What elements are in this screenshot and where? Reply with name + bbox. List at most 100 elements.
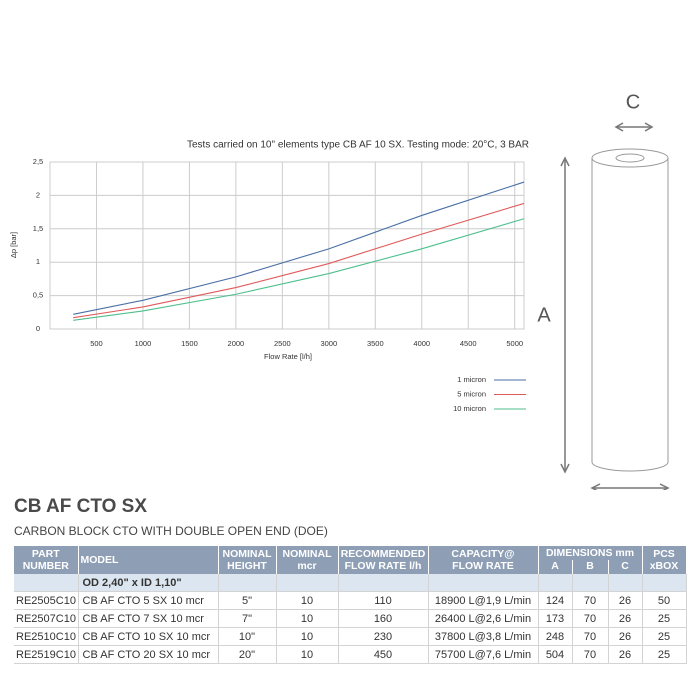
table-cell: 70 xyxy=(572,645,609,664)
group-cell xyxy=(276,574,339,592)
table-cell: 173 xyxy=(538,609,573,628)
chart: Tests carried on 10" elements type CB AF… xyxy=(9,91,670,490)
y-tick-label: 0,5 xyxy=(33,291,43,300)
cylinder-diagram xyxy=(560,122,670,490)
group-cell xyxy=(572,574,609,592)
x-tick-label: 4000 xyxy=(413,339,430,348)
table-cell: 26 xyxy=(608,609,643,628)
table-row: RE2507C10 CB AF CTO 7 SX 10 mcr 7" 10 160 264… xyxy=(14,609,687,628)
group-cell xyxy=(538,574,573,592)
table-cell: 25 xyxy=(642,645,687,664)
table-cell: CB AF CTO 10 SX 10 mcr xyxy=(78,627,219,646)
table-cell: 26 xyxy=(608,645,643,664)
x-tick-label: 1500 xyxy=(181,339,198,348)
x-tick-label: 4500 xyxy=(460,339,477,348)
dimension-label: C xyxy=(626,91,640,113)
legend-label: 1 micron xyxy=(457,375,486,384)
table-cell: 25 xyxy=(642,609,687,628)
group-cell xyxy=(338,574,429,592)
table-cell: 25 xyxy=(642,627,687,646)
product-subtitle: CARBON BLOCK CTO WITH DOUBLE OPEN END (D… xyxy=(14,524,328,538)
series-line xyxy=(73,218,525,321)
x-tick-label: 3000 xyxy=(320,339,337,348)
header-cell: PART NUMBER xyxy=(14,546,79,574)
header-cell: MODEL xyxy=(78,546,219,574)
header-cell: C xyxy=(608,560,643,574)
table-cell: 230 xyxy=(338,627,429,646)
table-cell: 504 xyxy=(538,645,573,664)
y-tick-label: 1,5 xyxy=(33,224,43,233)
header-cell: CAPACITY@ FLOW RATE xyxy=(428,546,539,574)
series-line xyxy=(73,181,525,315)
x-axis-label: Flow Rate [l/h] xyxy=(264,352,312,361)
table-cell: 10 xyxy=(276,645,339,664)
series-line xyxy=(73,202,525,319)
header-cell: B xyxy=(572,560,609,574)
x-tick-label: 1000 xyxy=(135,339,152,348)
x-tick-label: 2500 xyxy=(274,339,291,348)
table-cell: 50 xyxy=(642,591,687,610)
table-cell: 248 xyxy=(538,627,573,646)
table-cell: 10" xyxy=(218,627,277,646)
table-cell: CB AF CTO 5 SX 10 mcr xyxy=(78,591,219,610)
spec-table: PART NUMBER MODEL NOMINAL HEIGHT NOMINAL mc… xyxy=(14,546,687,664)
y-tick-label: 1 xyxy=(36,257,40,266)
dimension-label: A xyxy=(537,304,551,326)
x-tick-label: 3500 xyxy=(367,339,384,348)
group-cell xyxy=(218,574,277,592)
y-tick-label: 2 xyxy=(36,190,40,199)
table-cell: 75700 L@7,6 L/min xyxy=(428,645,539,664)
header-cell: NOMINAL HEIGHT xyxy=(218,546,277,574)
x-tick-label: 5000 xyxy=(506,339,523,348)
table-row: RE2505C10 CB AF CTO 5 SX 10 mcr 5" 10 110 189… xyxy=(14,591,687,610)
table-cell: 450 xyxy=(338,645,429,664)
x-tick-label: 500 xyxy=(90,339,103,348)
product-title: CB AF CTO SX xyxy=(14,496,148,517)
table-cell: 5" xyxy=(218,591,277,610)
y-axis-label: Δp [bar] xyxy=(9,232,18,258)
group-cell xyxy=(608,574,643,592)
table-cell: 10 xyxy=(276,591,339,610)
group-cell xyxy=(14,574,79,592)
group-cell: OD 2,40" x ID 1,10" xyxy=(78,574,219,592)
table-cell: CB AF CTO 20 SX 10 mcr xyxy=(78,645,219,664)
table-cell: RE2510C10 xyxy=(14,627,79,646)
header-cell: RECOMMENDED FLOW RATE l/h xyxy=(338,546,429,574)
group-cell xyxy=(642,574,687,592)
table-cell: RE2507C10 xyxy=(14,609,79,628)
plot-frame xyxy=(49,161,525,330)
table-cell: 26 xyxy=(608,627,643,646)
group-cell xyxy=(428,574,539,592)
header-cell: A xyxy=(538,560,573,574)
header-cell: DIMENSIONS mm xyxy=(538,546,643,560)
table-cell: 110 xyxy=(338,591,429,610)
table-cell: 37800 L@3,8 L/min xyxy=(428,627,539,646)
legend-label: 10 micron xyxy=(453,404,486,413)
table-cell: 70 xyxy=(572,591,609,610)
legend-label: 5 micron xyxy=(457,389,486,398)
table-cell: 18900 L@1,9 L/min xyxy=(428,591,539,610)
table-cell: 10 xyxy=(276,609,339,628)
header-cell: PCS xBOX xyxy=(642,546,687,574)
group-row: OD 2,40" x ID 1,10" xyxy=(14,574,687,592)
table-cell: RE2505C10 xyxy=(14,591,79,610)
table-cell: 20" xyxy=(218,645,277,664)
table-cell: 70 xyxy=(572,609,609,628)
table-cell: CB AF CTO 7 SX 10 mcr xyxy=(78,609,219,628)
x-tick-label: 2000 xyxy=(228,339,245,348)
table-row: RE2519C10 CB AF CTO 20 SX 10 mcr 20" 10 450 7… xyxy=(14,645,687,664)
header-cell: NOMINAL mcr xyxy=(276,546,339,574)
y-tick-label: 0 xyxy=(36,324,40,333)
chart-title: Tests carried on 10" elements type CB AF… xyxy=(187,140,529,151)
table-cell: RE2519C10 xyxy=(14,645,79,664)
table-cell: 70 xyxy=(572,627,609,646)
table-cell: 124 xyxy=(538,591,573,610)
table-cell: 160 xyxy=(338,609,429,628)
y-tick-label: 2,5 xyxy=(33,157,43,166)
table-cell: 7" xyxy=(218,609,277,628)
table-cell: 26400 L@2,6 L/min xyxy=(428,609,539,628)
table-row: RE2510C10 CB AF CTO 10 SX 10 mcr 10" 10 230 3… xyxy=(14,627,687,646)
table-cell: 10 xyxy=(276,627,339,646)
table-cell: 26 xyxy=(608,591,643,610)
